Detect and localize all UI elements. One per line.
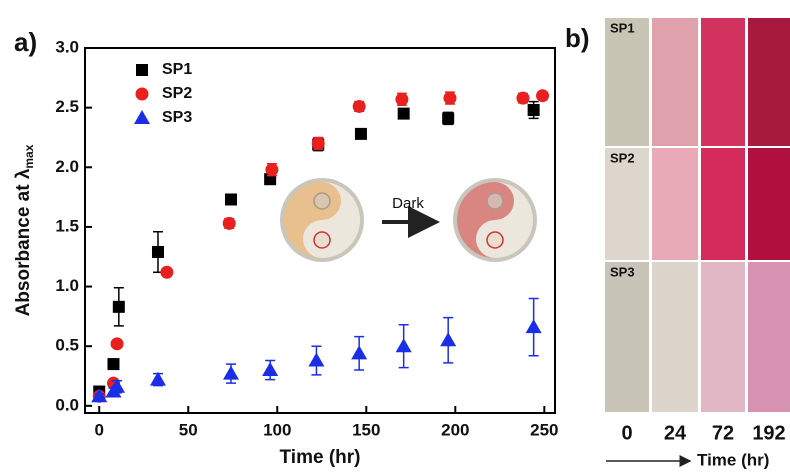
x-axis-label: Time (hr) [280, 447, 361, 468]
data-point [397, 107, 410, 120]
swatch [748, 262, 790, 412]
data-point [311, 136, 325, 150]
swatch [748, 18, 790, 146]
data-point [265, 163, 279, 177]
legend-marker [136, 64, 148, 76]
swatch [748, 148, 790, 260]
data-point [395, 338, 412, 353]
y-tick-label: 0.0 [55, 395, 79, 414]
data-point [262, 362, 279, 377]
data-point [527, 104, 540, 117]
column-label: 192 [752, 422, 785, 444]
data-point [308, 352, 325, 367]
y-tick-label: 1.5 [55, 216, 79, 235]
legend-label: SP1 [162, 61, 192, 78]
column-label: 72 [712, 422, 734, 444]
data-point [107, 358, 120, 371]
legend-marker [134, 110, 150, 124]
data-point [224, 193, 237, 206]
inset-image [280, 178, 537, 262]
data-point [352, 99, 366, 113]
swatch [701, 18, 745, 146]
y-tick-label: 3.0 [55, 37, 79, 56]
data-point [516, 91, 530, 105]
row-label: SP1 [610, 20, 635, 35]
swatch [605, 18, 649, 146]
data-point [160, 265, 174, 279]
y-axis-label-sub: max [22, 144, 36, 168]
legend-label: SP2 [162, 85, 192, 102]
row-label: SP2 [610, 150, 635, 165]
swatch [701, 262, 745, 412]
x-tick-label: 150 [352, 420, 380, 439]
y-tick-label: 2.5 [55, 97, 79, 116]
data-point [222, 365, 239, 380]
x-tick-label: 200 [441, 420, 469, 439]
panel-label: a) [14, 27, 37, 57]
data-point [110, 337, 124, 351]
y-tick-label: 1.0 [55, 276, 79, 295]
swatch-panel: SP1 SP2 SP3 0 24 72 192 Time (hr) [605, 18, 790, 469]
y-axis-label: Absorbance at λmax [13, 144, 36, 316]
x-tick-label: 50 [179, 420, 198, 439]
panel-label: b) [565, 23, 590, 53]
data-point [354, 127, 367, 140]
swatch [605, 262, 649, 412]
data-point [395, 92, 409, 106]
data-point [151, 245, 164, 258]
y-axis-label-main: Absorbance at λ [13, 168, 34, 316]
data-point [91, 388, 108, 403]
column-label: 0 [621, 422, 632, 444]
swatch [652, 148, 698, 260]
swatch [652, 262, 698, 412]
data-point [109, 378, 126, 393]
x-tick-label: 250 [530, 420, 558, 439]
x-tick-label: 100 [263, 420, 291, 439]
y-tick-label: 0.5 [55, 336, 79, 355]
data-point [443, 91, 457, 105]
x-tick-label: 0 [95, 420, 104, 439]
column-label: 24 [664, 422, 687, 444]
swatch [605, 148, 649, 260]
data-point [112, 300, 125, 313]
swatch [652, 18, 698, 146]
data-point [442, 112, 455, 125]
data-point [149, 371, 166, 386]
data-point [440, 332, 457, 347]
row-label: SP3 [610, 264, 635, 279]
y-tick-label: 2.0 [55, 157, 79, 176]
annotation: Dark [392, 195, 424, 212]
data-point [222, 216, 236, 230]
data-point [525, 319, 542, 334]
legend-marker [135, 87, 149, 101]
plot: 0 50 100 150 200 250 0.0 0.5 1.0 1.5 2.0 2.5 3.0 Time… [13, 37, 558, 468]
legend-label: SP3 [162, 109, 192, 126]
data-point [536, 89, 550, 103]
data-point [351, 345, 368, 360]
time-label: Time (hr) [697, 450, 769, 469]
swatch [701, 148, 745, 260]
axes-frame [84, 47, 556, 414]
